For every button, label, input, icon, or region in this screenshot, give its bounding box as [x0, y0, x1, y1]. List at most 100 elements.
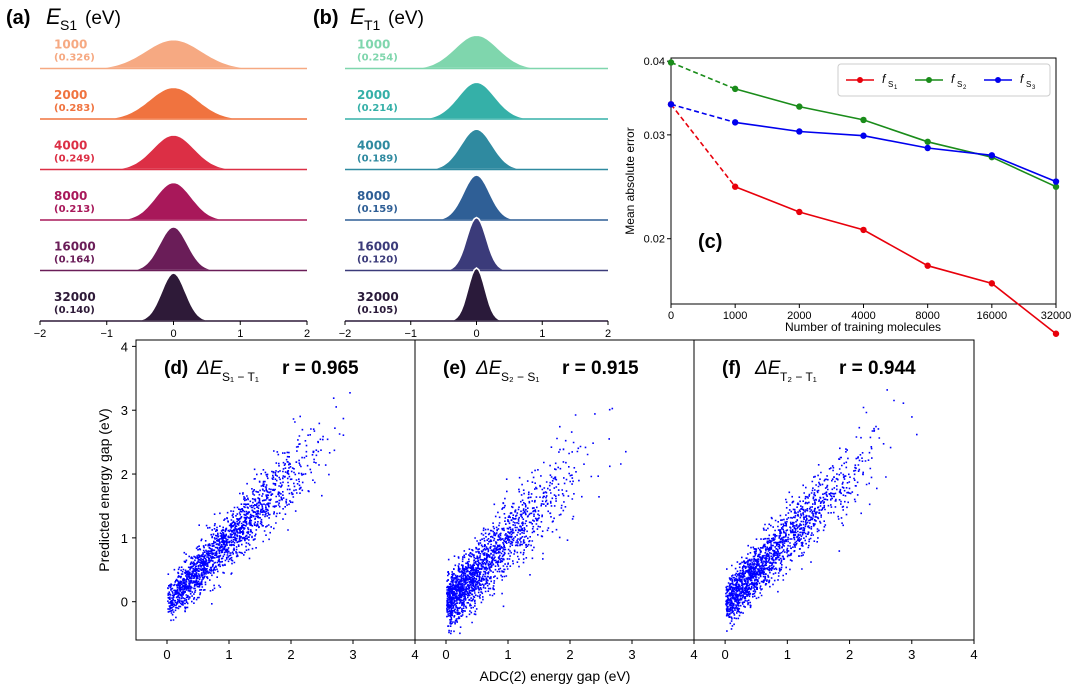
- panel-e-symbol: ΔE: [475, 358, 502, 379]
- c-series-1-point-1: [731, 85, 739, 93]
- panels-scatter: 0 1 2 3 4 0 1 2 3 4 0 1 2 3 4 0 1 2 3 4 (d) ΔE S₁ − T₁ r = …: [96, 339, 978, 684]
- c-series-1-point-2: [796, 103, 803, 110]
- ridge-mae-a-4000: (0.249): [54, 154, 95, 165]
- c-series-0-point-1: [731, 183, 739, 190]
- ridge-xtick-label-b-2: 0: [473, 328, 479, 340]
- panel-f-r: r = 0.944: [839, 358, 916, 379]
- ridge-mae-b-2000: (0.214): [357, 103, 398, 114]
- panel-a-title-symbol: E: [46, 4, 61, 29]
- legend-label-s1-sub: S: [888, 80, 893, 89]
- panel-c: 0.020.030.040 1000 2000 4000 8000 16000 32000 …: [623, 56, 1071, 337]
- ridge-mae-b-1000: (0.254): [357, 53, 398, 64]
- panel-b: (b) E T1 (eV) 1000(0.254) 2000(0.214) 4000…: [313, 4, 611, 340]
- panel-f-label: (f): [722, 358, 741, 379]
- legend-box: [837, 63, 1051, 97]
- ridge-xtick-label-b-0: −2: [339, 328, 352, 340]
- legend-label-s1-subsub: 1: [894, 85, 898, 91]
- c-series-2-point-4: [924, 144, 931, 152]
- scatter-ytick-label-1: 1: [121, 531, 128, 546]
- legend-label-s2-sub: S: [957, 80, 962, 89]
- ridge-mae-a-8000: (0.213): [54, 204, 95, 215]
- ridge-mae-a-32000: (0.140): [54, 305, 95, 316]
- ridge-xtick-label-a-2: 0: [170, 328, 176, 340]
- c-ytick-label-1: 0.03: [644, 130, 665, 142]
- ridge-label-a-8000: 8000: [54, 189, 87, 203]
- panel-e-label: (e): [443, 358, 466, 379]
- panel-a-label: (a): [6, 7, 30, 29]
- panel-a-title-unit: (eV): [85, 8, 121, 29]
- ridge-label-a-4000: 4000: [54, 139, 87, 153]
- ridge-label-a-32000: 32000: [54, 290, 96, 304]
- legend-label-s2-base: f: [951, 72, 956, 86]
- scatter-2-xtick-label-0: 0: [721, 647, 728, 662]
- ridge-mae-b-8000: (0.159): [357, 204, 398, 215]
- ridge-label-b-4000: 4000: [357, 139, 390, 153]
- ridge-label-a-16000: 16000: [54, 240, 96, 254]
- ridge-xtick-label-a-1: −1: [100, 328, 113, 340]
- ridge-label-b-1000: 1000: [357, 38, 390, 52]
- panel-f-subscript: T₂ − T₁: [780, 370, 817, 384]
- panel-a: (a) E S1 (eV) 1000(0.326) 2000(0.283) 4000…: [6, 4, 310, 340]
- ridge-plot-a: 1000(0.326)2000(0.283)4000(0.249)8000(0.…: [34, 38, 310, 341]
- panel-d-title: (d) ΔE S₁ − T₁ r = 0.965: [164, 358, 359, 384]
- scatter-1-xtick-label-4: 4: [690, 647, 697, 662]
- panel-d-symbol: ΔE: [196, 358, 223, 379]
- panel-d-label: (d): [164, 358, 188, 379]
- legend-label-s2-subsub: 2: [963, 85, 967, 91]
- ridge-xtick-label-b-3: 1: [539, 328, 545, 340]
- ridge-label-b-32000: 32000: [357, 290, 399, 304]
- scatter-1-xtick-label-1: 1: [504, 647, 511, 662]
- c-series-2-dashed-segment: [670, 103, 736, 124]
- c-xtick-label-1: 1000: [723, 310, 747, 322]
- c-series-0-line: [734, 185, 1057, 335]
- c-series-2-point-3: [860, 132, 867, 139]
- scatter-2-xtick-label-3: 3: [908, 647, 915, 662]
- scatter-1-xtick-label-3: 3: [628, 647, 635, 662]
- line-chart-c: 0.02 0.03 0.04 0 1000 2000 4000 8000 16000 32000: [644, 56, 1072, 337]
- panel-e-title: (e) ΔE S₂ − S₁ r = 0.915: [443, 358, 639, 384]
- ridge-mae-a-2000: (0.283): [54, 103, 95, 114]
- scatter-xlabel: ADC(2) energy gap (eV): [480, 668, 631, 684]
- scatter-1-xtick-label-0: 0: [442, 647, 449, 662]
- panel-c-legend: f S 1 f S 2 f S 3: [837, 63, 1051, 97]
- c-ytick-label-0: 0.02: [644, 234, 665, 246]
- c-series-2-point-0: [667, 101, 675, 108]
- panel-a-title-subscript: S1: [60, 17, 77, 33]
- ridge-mae-b-32000: (0.105): [357, 305, 398, 316]
- panel-f-symbol: ΔE: [754, 358, 781, 379]
- scatter-plots: 0 1 2 3 4 0 1 2 3 4 0 1 2 3 4 0 1 2 3 4: [121, 339, 978, 662]
- scatter-0-xtick-label-3: 3: [349, 647, 356, 662]
- legend-label-s3-sub: S: [1026, 80, 1031, 89]
- ridge-label-a-2000: 2000: [54, 88, 87, 102]
- legend-marker-s2: [926, 77, 932, 83]
- c-series-2-point-5: [988, 152, 996, 159]
- panel-c-xlabel: Number of training molecules: [785, 320, 941, 334]
- scatter-ytick-label-2: 2: [121, 467, 128, 482]
- legend-marker-s1: [857, 77, 863, 83]
- ridge-mae-b-4000: (0.189): [357, 154, 398, 165]
- scatter-0-xtick-label-4: 4: [411, 647, 418, 662]
- panel-b-title-symbol: E: [350, 4, 365, 29]
- scatter-0-xtick-label-1: 1: [225, 647, 232, 662]
- ridge-xtick-label-a-0: −2: [34, 328, 47, 340]
- c-series-0-point-3: [860, 226, 867, 234]
- scatter-ytick-label-3: 3: [121, 403, 128, 418]
- legend-label-s3-base: f: [1020, 72, 1025, 86]
- c-xtick-label-6: 32000: [1041, 310, 1072, 322]
- panel-f-title: (f) ΔE T₂ − T₁ r = 0.944: [722, 358, 916, 384]
- ridge-mae-a-1000: (0.326): [54, 53, 95, 64]
- legend-label-s1-base: f: [882, 72, 887, 86]
- c-series-2-line: [735, 121, 1057, 183]
- scatter-ylabel: Predicted energy gap (eV): [96, 408, 112, 571]
- c-series-0-point-4: [924, 262, 931, 269]
- panel-e-subscript: S₂ − S₁: [501, 370, 539, 384]
- panel-b-title-subscript: T1: [364, 17, 381, 33]
- c-series-0-point-2: [796, 208, 803, 216]
- ridge-label-b-8000: 8000: [357, 189, 390, 203]
- c-series-1-point-4: [924, 138, 931, 145]
- c-series-0-dashed-segment: [670, 103, 736, 188]
- ridge-xtick-label-a-3: 1: [237, 328, 243, 340]
- c-series-2-point-2: [796, 128, 803, 135]
- ridge-mae-b-16000: (0.120): [357, 255, 398, 266]
